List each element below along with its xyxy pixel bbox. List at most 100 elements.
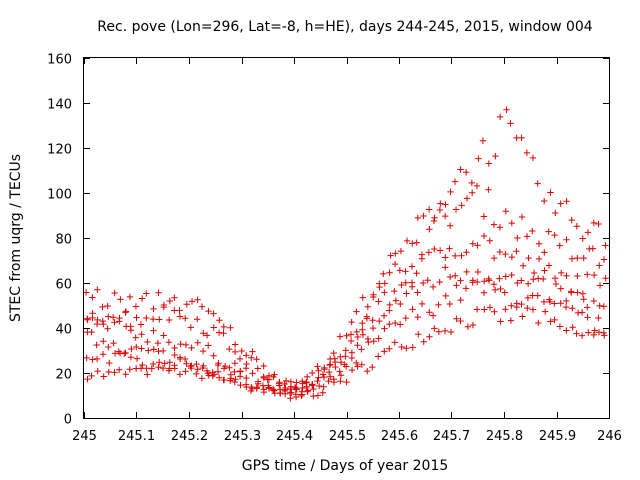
data-point [193,370,200,378]
data-point [116,314,123,322]
data-point [353,308,360,315]
data-point [144,371,151,378]
data-point [359,294,366,301]
data-point [198,303,206,310]
data-point [160,303,168,311]
data-point [227,371,235,378]
data-point [354,363,361,370]
data-point [414,214,422,222]
data-point [341,361,348,368]
data-point [122,349,129,357]
data-point [343,378,350,386]
data-point [243,360,250,368]
data-point [144,338,151,346]
data-point [111,319,118,326]
data-point [458,202,465,209]
data-point [463,268,470,276]
chart-title: Rec. pove (Lon=296, Lat=-8, h=HE), days … [97,19,593,35]
data-point [115,348,122,355]
data-point [403,345,410,352]
data-point [287,385,294,393]
data-point [138,331,145,338]
data-point [156,316,163,323]
data-point [336,368,343,375]
data-point [265,376,273,383]
data-point [463,249,470,256]
data-point [391,260,399,268]
data-point [547,318,554,325]
x-axis: 245 245.1 245.2 245.3 245.4 245.5 245.6 245.7 24… [72,58,622,444]
data-point [315,367,322,374]
data-point [490,221,498,228]
data-point [375,298,382,305]
data-point [473,182,481,190]
data-point [330,376,338,383]
data-point [579,235,586,242]
data-point [155,363,162,371]
data-point [535,319,542,327]
data-point [573,330,580,337]
data-point [458,252,465,259]
data-point [277,390,284,397]
data-point [386,301,393,309]
data-point [105,343,112,351]
data-point [314,363,321,370]
data-point [580,296,587,303]
data-point [281,387,289,395]
data-point [183,360,190,367]
data-point [595,314,602,322]
data-point [111,289,118,297]
data-point [419,279,427,287]
data-point [502,208,510,215]
data-point [348,349,356,356]
x-tick-label: 245.6 [381,429,418,444]
data-point [574,289,581,296]
data-point [518,213,526,221]
data-point [359,319,366,327]
data-point [265,385,273,392]
data-point [558,269,565,277]
y-tick-label: 20 [55,368,72,383]
x-tick-label: 245.2 [171,429,208,444]
data-point [513,248,520,255]
data-point [264,382,272,389]
data-point [282,377,290,385]
data-point [381,289,388,296]
data-point [413,239,420,246]
data-point [214,368,222,375]
data-point [253,356,260,363]
data-point [437,200,444,207]
data-point [249,348,256,355]
data-point [446,245,453,252]
data-point [409,344,416,351]
data-point [563,297,570,305]
data-point [308,369,316,377]
data-point [326,373,334,380]
data-point [397,247,405,255]
data-point [578,332,586,339]
data-point [104,325,111,332]
data-point [524,304,531,312]
data-point [194,366,201,373]
data-point [425,249,433,256]
data-point [348,318,355,326]
data-point [126,366,133,373]
data-point [315,382,323,390]
data-point [171,365,178,372]
data-point [462,169,470,176]
data-point [248,354,255,361]
data-point [457,317,464,325]
data-point [518,134,525,142]
data-point [104,302,111,310]
data-point [254,380,262,387]
data-point [133,314,140,321]
data-point [337,353,344,361]
data-point [320,373,328,381]
data-point [199,347,207,355]
data-point [159,364,167,372]
data-point [303,378,310,386]
data-point [568,216,575,224]
y-tick-label: 60 [55,278,72,293]
data-point [309,381,316,388]
data-point [540,197,548,205]
